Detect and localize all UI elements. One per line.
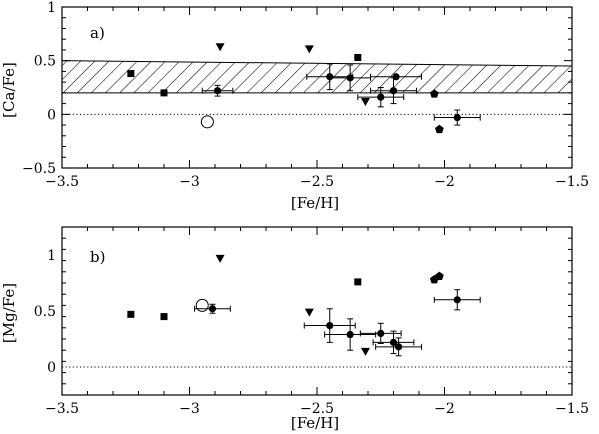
panel-b-x-tick-label: −1.5 bbox=[555, 401, 589, 417]
panel-a-x-axis-title: [Fe/H] bbox=[291, 194, 339, 212]
panel-b-plot-area: −3.5 −3 −2.5 −2 −1.5 0 0.5 1 bbox=[34, 226, 589, 417]
panel-a-y-tick-label: 1 bbox=[47, 0, 56, 16]
panel-a-filled-circle-marker bbox=[453, 113, 461, 122]
panel-a-y-axis-title: [Ca/Fe] bbox=[0, 62, 18, 118]
panel-a-plot-area: −3.5 −3 −2.5 −2 −1.5 −0.5 0 0.5 1 bbox=[22, 0, 589, 190]
panel-a-band-upper-edge bbox=[61, 60, 573, 67]
panel-a-x-tick-label: −2.5 bbox=[300, 174, 334, 190]
panel-b-label: b) bbox=[90, 248, 105, 266]
panel-a: −3.5 −3 −2.5 −2 −1.5 −0.5 0 0.5 1 a) [Fe/H] [Ca/… bbox=[0, 0, 589, 212]
panel-a-x-tick-label: −3 bbox=[179, 174, 200, 190]
panel-b-x-tick-label: −2.5 bbox=[300, 401, 334, 417]
panel-a-open-circle-marker bbox=[200, 115, 214, 129]
panel-b-triangle-marker bbox=[304, 308, 314, 317]
panel-a-x-tick-label: −2 bbox=[434, 174, 455, 190]
panel-b-y-axis-title: [Mg/Fe] bbox=[0, 283, 18, 343]
panel-b-errorbar-point bbox=[324, 318, 377, 351]
panel-b-open-circle-marker bbox=[195, 298, 209, 312]
panel-b-filled-circle-marker bbox=[389, 338, 398, 346]
panel-a-errorbar-point bbox=[370, 77, 417, 105]
panel-b-x-tick-label: −3 bbox=[179, 401, 200, 417]
panel-b-pentagon-marker bbox=[435, 271, 444, 280]
panel-b-square-marker bbox=[160, 313, 168, 321]
panel-b-square-marker bbox=[354, 278, 362, 286]
panel-a-filled-circle-marker bbox=[346, 74, 354, 82]
panel-b-triangle-marker bbox=[215, 254, 225, 263]
panel-b-y-tick-label: 1 bbox=[47, 248, 56, 264]
panel-a-label: a) bbox=[90, 24, 105, 42]
panel-b-x-tick-label: −2 bbox=[434, 401, 455, 417]
panel-a-y-tick-label: −0.5 bbox=[22, 161, 56, 177]
panel-b-square-marker bbox=[127, 310, 135, 318]
panel-b-filled-circle-marker bbox=[453, 296, 461, 304]
panel-b-x-axis-title: [Fe/H] bbox=[291, 414, 339, 432]
panel-a-y-tick-label: 0 bbox=[47, 107, 56, 123]
panel-b-y-tick-label: 0 bbox=[47, 360, 56, 376]
panel-a-filled-circle-marker bbox=[389, 87, 398, 95]
panel-b-triangle-marker bbox=[360, 347, 370, 356]
panel-a-pentagon-marker bbox=[429, 89, 439, 98]
panel-b-filled-circle-marker bbox=[326, 321, 334, 330]
panel-a-y-tick-label: 0.5 bbox=[34, 54, 56, 70]
panel-b: −3.5 −3 −2.5 −2 −1.5 0 0.5 1 b) [Fe/H] [Mg/Fe] bbox=[0, 226, 589, 432]
panel-a-triangle-marker bbox=[304, 45, 314, 54]
panel-a-x-tick-label: −1.5 bbox=[555, 174, 589, 190]
panel-b-filled-circle-marker bbox=[208, 305, 217, 313]
panel-b-x-tick-label: −3.5 bbox=[45, 401, 79, 417]
panel-a-errorbar-point bbox=[433, 109, 481, 126]
panel-b-errorbar-point bbox=[359, 322, 402, 344]
panel-a-pentagon-marker bbox=[435, 124, 444, 134]
panel-a-x-tick-label: −3.5 bbox=[45, 174, 79, 190]
panel-b-y-tick-label: 0.5 bbox=[34, 304, 56, 320]
panel-a-square-marker bbox=[127, 70, 135, 78]
panel-b-filled-circle-marker bbox=[346, 330, 354, 339]
panel-a-errorbar-point bbox=[201, 84, 234, 97]
panel-b-errorbar-point bbox=[375, 337, 423, 357]
panel-b-filled-circle-marker bbox=[377, 329, 385, 337]
panel-a-errorbar-point bbox=[370, 73, 423, 81]
panel-a-filled-circle-marker bbox=[377, 93, 385, 101]
panel-a-triangle-marker bbox=[215, 43, 225, 52]
panel-a-square-marker bbox=[160, 89, 168, 97]
panel-b-filled-circle-marker bbox=[395, 343, 403, 351]
panel-a-square-marker bbox=[354, 53, 362, 61]
panel-b-errorbar-point bbox=[433, 289, 481, 311]
panel-b-errorbar-point bbox=[303, 308, 356, 343]
panel-b-errorbar-point bbox=[372, 330, 415, 355]
panel-a-filled-circle-marker bbox=[213, 87, 222, 95]
panel-a-triangle-marker bbox=[360, 97, 370, 106]
panel-b-frame bbox=[61, 226, 573, 396]
panel-b-errorbar-point bbox=[194, 303, 231, 314]
panel-a-filled-circle-marker bbox=[392, 73, 400, 81]
